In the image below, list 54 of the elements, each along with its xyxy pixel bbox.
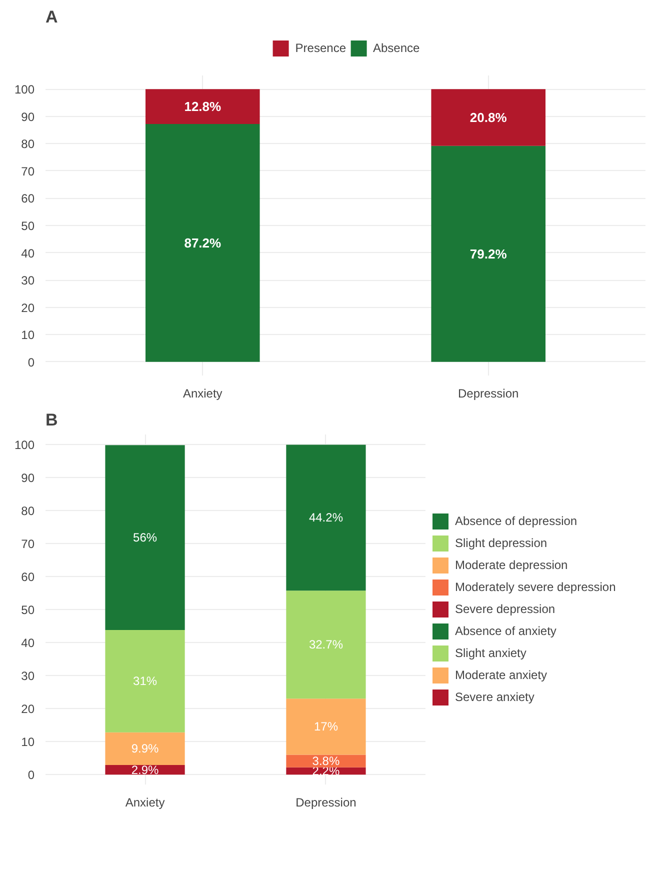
data-label: 31%: [133, 674, 158, 688]
y-tick-label: 90: [21, 110, 35, 124]
legend-label: Absence of depression: [455, 513, 578, 530]
y-tick-label: 30: [21, 669, 35, 684]
y-tick-label: 50: [21, 603, 35, 617]
y-tick-label: 70: [21, 164, 35, 178]
x-tick-label: Depression: [458, 386, 519, 400]
y-tick-label: 20: [21, 300, 35, 315]
y-tick-label: 10: [21, 328, 35, 342]
bar: [146, 89, 260, 124]
legend-label: Moderate anxiety: [455, 667, 548, 684]
y-tick-label: 50: [21, 219, 35, 233]
x-tick-label: Anxiety: [182, 386, 222, 400]
y-tick-label: 60: [21, 192, 35, 206]
y-tick-label: 80: [21, 137, 35, 152]
legend-label: Slight anxiety: [455, 645, 526, 662]
legend-label: Severe depression: [455, 601, 556, 618]
y-tick-label: 0: [28, 355, 35, 370]
data-label: 17%: [314, 720, 338, 734]
x-tick-label: Anxiety: [125, 796, 165, 810]
data-label: 2.9%: [131, 762, 160, 777]
data-label: 44.2%: [308, 510, 344, 525]
data-label: 56%: [133, 530, 158, 545]
y-tick-label: 20: [21, 702, 35, 716]
data-label: 12.8%: [184, 99, 222, 114]
legend-label: Slight depression: [455, 535, 548, 552]
x-tick-label: Depression: [296, 796, 356, 810]
y-tick-label: 90: [21, 470, 35, 485]
y-tick-label: 100: [14, 82, 35, 97]
y-tick-label: 80: [21, 504, 35, 518]
legend-label: Presence: [295, 40, 346, 57]
y-tick-label: 0: [28, 768, 35, 782]
legend-label: Moderate depression: [455, 557, 568, 574]
bar: [431, 89, 546, 146]
y-tick-label: 60: [21, 570, 35, 584]
legend-label: Severe anxiety: [455, 689, 534, 706]
y-tick-label: 40: [21, 246, 35, 260]
chart-title: B: [46, 410, 58, 430]
chart-title: A: [46, 8, 58, 26]
y-tick-label: 30: [21, 274, 35, 288]
y-tick-label: 10: [21, 735, 35, 750]
data-label: 79.2%: [470, 246, 508, 262]
y-tick-label: 40: [21, 636, 35, 650]
y-tick-label: 100: [14, 438, 35, 452]
y-tick-label: 70: [21, 536, 35, 551]
legend-label: Absence: [373, 40, 420, 57]
data-label: 32.7%: [308, 638, 344, 652]
data-label: 87.2%: [184, 235, 222, 250]
data-label: 20.8%: [470, 110, 508, 125]
bar: [431, 146, 546, 362]
legend-label: Absence of anxiety: [455, 623, 556, 640]
data-label: 9.9%: [131, 742, 160, 756]
legend-label: Moderately severe depression: [455, 579, 616, 596]
bar: [146, 124, 260, 362]
